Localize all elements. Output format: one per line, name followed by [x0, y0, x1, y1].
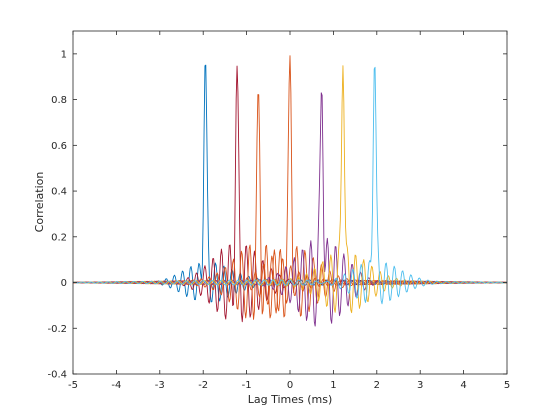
x-axis-label: Lag Times (ms) — [248, 393, 333, 406]
x-tick-label: -3 — [155, 380, 165, 391]
series-line — [72, 65, 508, 314]
x-tick-label: -2 — [198, 380, 208, 391]
y-tick-label: 0.4 — [51, 187, 67, 198]
axes-layer: -5 -4 -3 -2 -1 0 1 2 3 4 5 -0.4 -0.2 0 0.2 0.4 0.6 0.8 1 — [47, 30, 510, 391]
x-tick-label: 4 — [460, 380, 466, 391]
y-tick-label: -0.4 — [47, 370, 67, 381]
x-tick-label: -1 — [242, 380, 252, 391]
y-tick-label: -0.2 — [47, 324, 67, 335]
x-tick-label: 3 — [417, 380, 423, 391]
y-tick-label: 0.6 — [51, 141, 67, 152]
plot-background — [73, 31, 507, 374]
x-tick-label: -5 — [68, 380, 78, 391]
series-layer — [72, 55, 508, 327]
y-tick-label: 0.8 — [51, 95, 67, 106]
series-line — [72, 66, 508, 305]
y-tick-label: 1 — [61, 49, 67, 60]
y-tick-label: 0 — [61, 278, 67, 289]
x-tick-label: 1 — [330, 380, 336, 391]
x-tick-label: 2 — [374, 380, 380, 391]
y-tick-label: 0.2 — [51, 232, 67, 243]
y-axis-label: Correlation — [33, 172, 46, 233]
x-tick-label: -4 — [111, 380, 121, 391]
x-tick-label: 0 — [287, 380, 293, 391]
x-tick-label: 5 — [504, 380, 510, 391]
